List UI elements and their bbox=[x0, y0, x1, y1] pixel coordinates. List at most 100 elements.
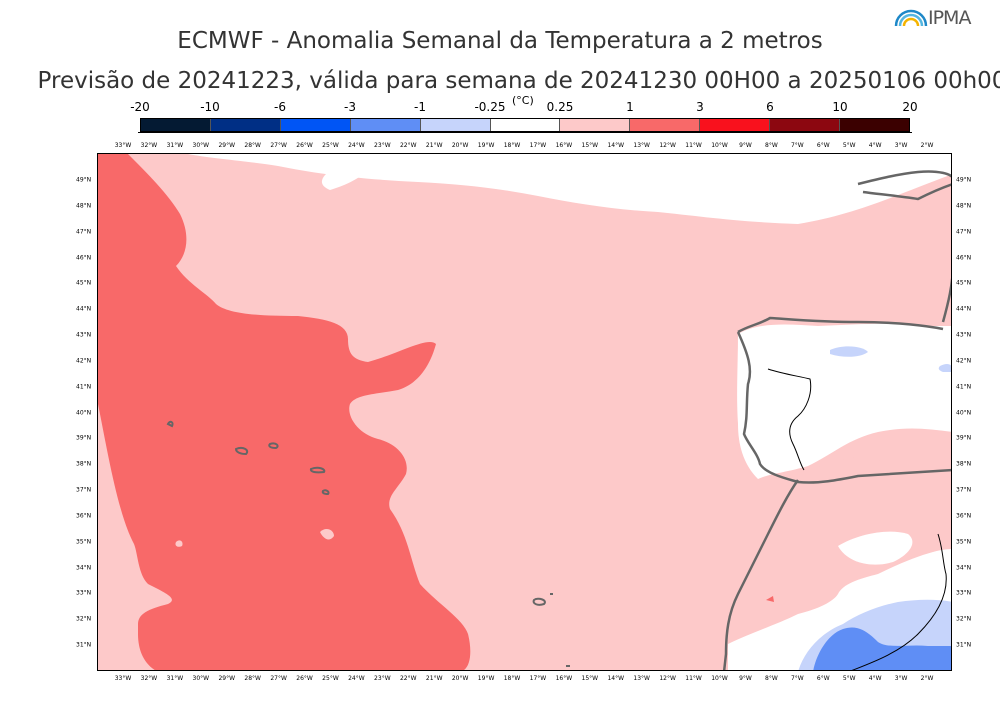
longitude-label: 29°W bbox=[218, 675, 236, 682]
latitude-label: 49°N bbox=[76, 176, 92, 184]
longitude-label: 20°W bbox=[451, 675, 469, 682]
colorbar-tick-label: 6 bbox=[766, 100, 774, 114]
coastlines bbox=[722, 170, 951, 670]
longitude-label: 17°W bbox=[529, 142, 547, 149]
latitude-label: 37°N bbox=[956, 486, 972, 494]
latitude-label: 46°N bbox=[76, 254, 92, 261]
longitude-label: 21°W bbox=[425, 675, 443, 682]
latitude-label: 41°N bbox=[76, 383, 92, 391]
england-coastline bbox=[857, 170, 951, 186]
longitude-label: 24°W bbox=[348, 675, 365, 682]
longitude-label: 6°W bbox=[816, 675, 830, 682]
longitude-label: 19°W bbox=[477, 675, 495, 682]
latitude-label: 43°N bbox=[76, 331, 92, 339]
longitude-label: 20°W bbox=[451, 142, 469, 149]
longitude-label: 30°W bbox=[192, 142, 210, 149]
longitude-label: 32°W bbox=[140, 142, 158, 149]
north-africa-warm-spot bbox=[766, 596, 774, 602]
longitude-label: 14°W bbox=[607, 675, 625, 682]
latitude-label: 34°N bbox=[76, 564, 92, 571]
latitude-label: 35°N bbox=[956, 538, 972, 546]
longitude-label: 16°W bbox=[555, 142, 573, 149]
madeira-islands bbox=[532, 593, 553, 606]
longitude-label: 9°W bbox=[739, 142, 752, 149]
latitude-label: 43°N bbox=[956, 331, 972, 339]
colorbar-segment bbox=[770, 119, 841, 131]
north-africa-strong-cold-region bbox=[813, 627, 951, 670]
longitude-label: 6°W bbox=[816, 142, 830, 149]
longitude-label: 7°W bbox=[790, 142, 804, 149]
colorbar-segment bbox=[630, 119, 701, 131]
morocco-neutral-region bbox=[838, 531, 913, 565]
longitude-label: 12°W bbox=[659, 142, 676, 149]
longitude-label: 8°W bbox=[765, 142, 778, 149]
longitude-label: 16°W bbox=[555, 675, 573, 682]
longitude-label: 8°W bbox=[765, 675, 778, 682]
latitude-label: 39°N bbox=[956, 434, 972, 442]
iberia-coastline bbox=[736, 316, 951, 484]
longitude-label: 4°W bbox=[868, 675, 882, 682]
longitude-label: 25°W bbox=[322, 675, 339, 682]
colorbar-segment bbox=[490, 119, 561, 131]
longitude-label: 10°W bbox=[711, 142, 728, 149]
warm-anomaly-hole-2 bbox=[320, 529, 334, 540]
latitude-label: 47°N bbox=[956, 228, 972, 236]
longitude-label: 24°W bbox=[348, 142, 365, 149]
longitude-label: 2°W bbox=[920, 142, 934, 149]
latitude-label: 40°N bbox=[76, 409, 92, 416]
colorbar-tick-label: 0.25 bbox=[546, 100, 574, 114]
northern-neutral-region bbox=[188, 154, 951, 224]
colorbar-segment bbox=[141, 119, 211, 131]
longitude-label: 10°W bbox=[711, 675, 728, 682]
colorbar-tick-label: 10 bbox=[832, 100, 848, 114]
latitude-label: 44°N bbox=[956, 305, 972, 313]
longitude-label: 25°W bbox=[322, 142, 339, 149]
iberia-neutral-region bbox=[737, 323, 951, 479]
colorbar-tick-label: -10 bbox=[200, 100, 220, 114]
political-borders bbox=[767, 368, 947, 670]
colorbar-tick-label: -20 bbox=[130, 100, 150, 114]
longitude-label: 2°W bbox=[920, 675, 934, 682]
colorbar-segment bbox=[560, 119, 631, 131]
latitude-label: 35°N bbox=[76, 538, 92, 546]
morocco-algeria-border bbox=[851, 533, 947, 670]
ipma-logo: IPMA bbox=[894, 6, 984, 30]
atlantic-warm-anomaly-region bbox=[98, 154, 471, 670]
longitude-label: 4°W bbox=[868, 142, 882, 149]
longitude-label: 15°W bbox=[581, 142, 599, 149]
longitude-label: 3°W bbox=[894, 142, 908, 149]
colorbar-tick-label: -6 bbox=[274, 100, 286, 114]
longitude-label: 7°W bbox=[790, 675, 804, 682]
warm-anomaly-hole bbox=[175, 540, 183, 547]
colorbar bbox=[140, 118, 910, 132]
latitude-label: 42°N bbox=[956, 357, 972, 365]
latitude-label: 36°N bbox=[956, 512, 972, 520]
longitude-label: 18°W bbox=[503, 142, 521, 149]
colorbar-segment bbox=[840, 119, 909, 131]
longitude-label: 11°W bbox=[685, 675, 702, 682]
longitude-label: 30°W bbox=[192, 675, 210, 682]
latitude-label: 49°N bbox=[956, 176, 972, 184]
colorbar-tick-label: 20 bbox=[902, 100, 918, 114]
iberia-blue-patch bbox=[830, 346, 868, 357]
longitude-label: 13°W bbox=[633, 675, 650, 682]
longitude-label: 5°W bbox=[842, 142, 856, 149]
latitude-label: 37°N bbox=[76, 486, 92, 494]
latitude-label: 40°N bbox=[956, 409, 972, 416]
longitude-label: 21°W bbox=[425, 142, 443, 149]
latitude-label: 33°N bbox=[956, 589, 972, 597]
longitude-label: 33°W bbox=[114, 142, 132, 149]
latitude-label: 41°N bbox=[956, 383, 972, 391]
colorbar-segment bbox=[280, 119, 351, 131]
longitude-label: 27°W bbox=[270, 142, 287, 149]
map-canvas bbox=[98, 154, 951, 670]
spain-portugal-border bbox=[767, 368, 812, 471]
longitude-label: 13°W bbox=[633, 142, 650, 149]
colorbar-baseline bbox=[138, 132, 912, 133]
longitude-label: 23°W bbox=[374, 675, 391, 682]
anomaly-map[interactable] bbox=[97, 153, 952, 671]
colorbar-tick-label: -1 bbox=[414, 100, 426, 114]
colorbar-segment bbox=[350, 119, 421, 131]
latitude-label: 47°N bbox=[76, 228, 92, 236]
iberia-blue-patch-2 bbox=[938, 364, 951, 372]
